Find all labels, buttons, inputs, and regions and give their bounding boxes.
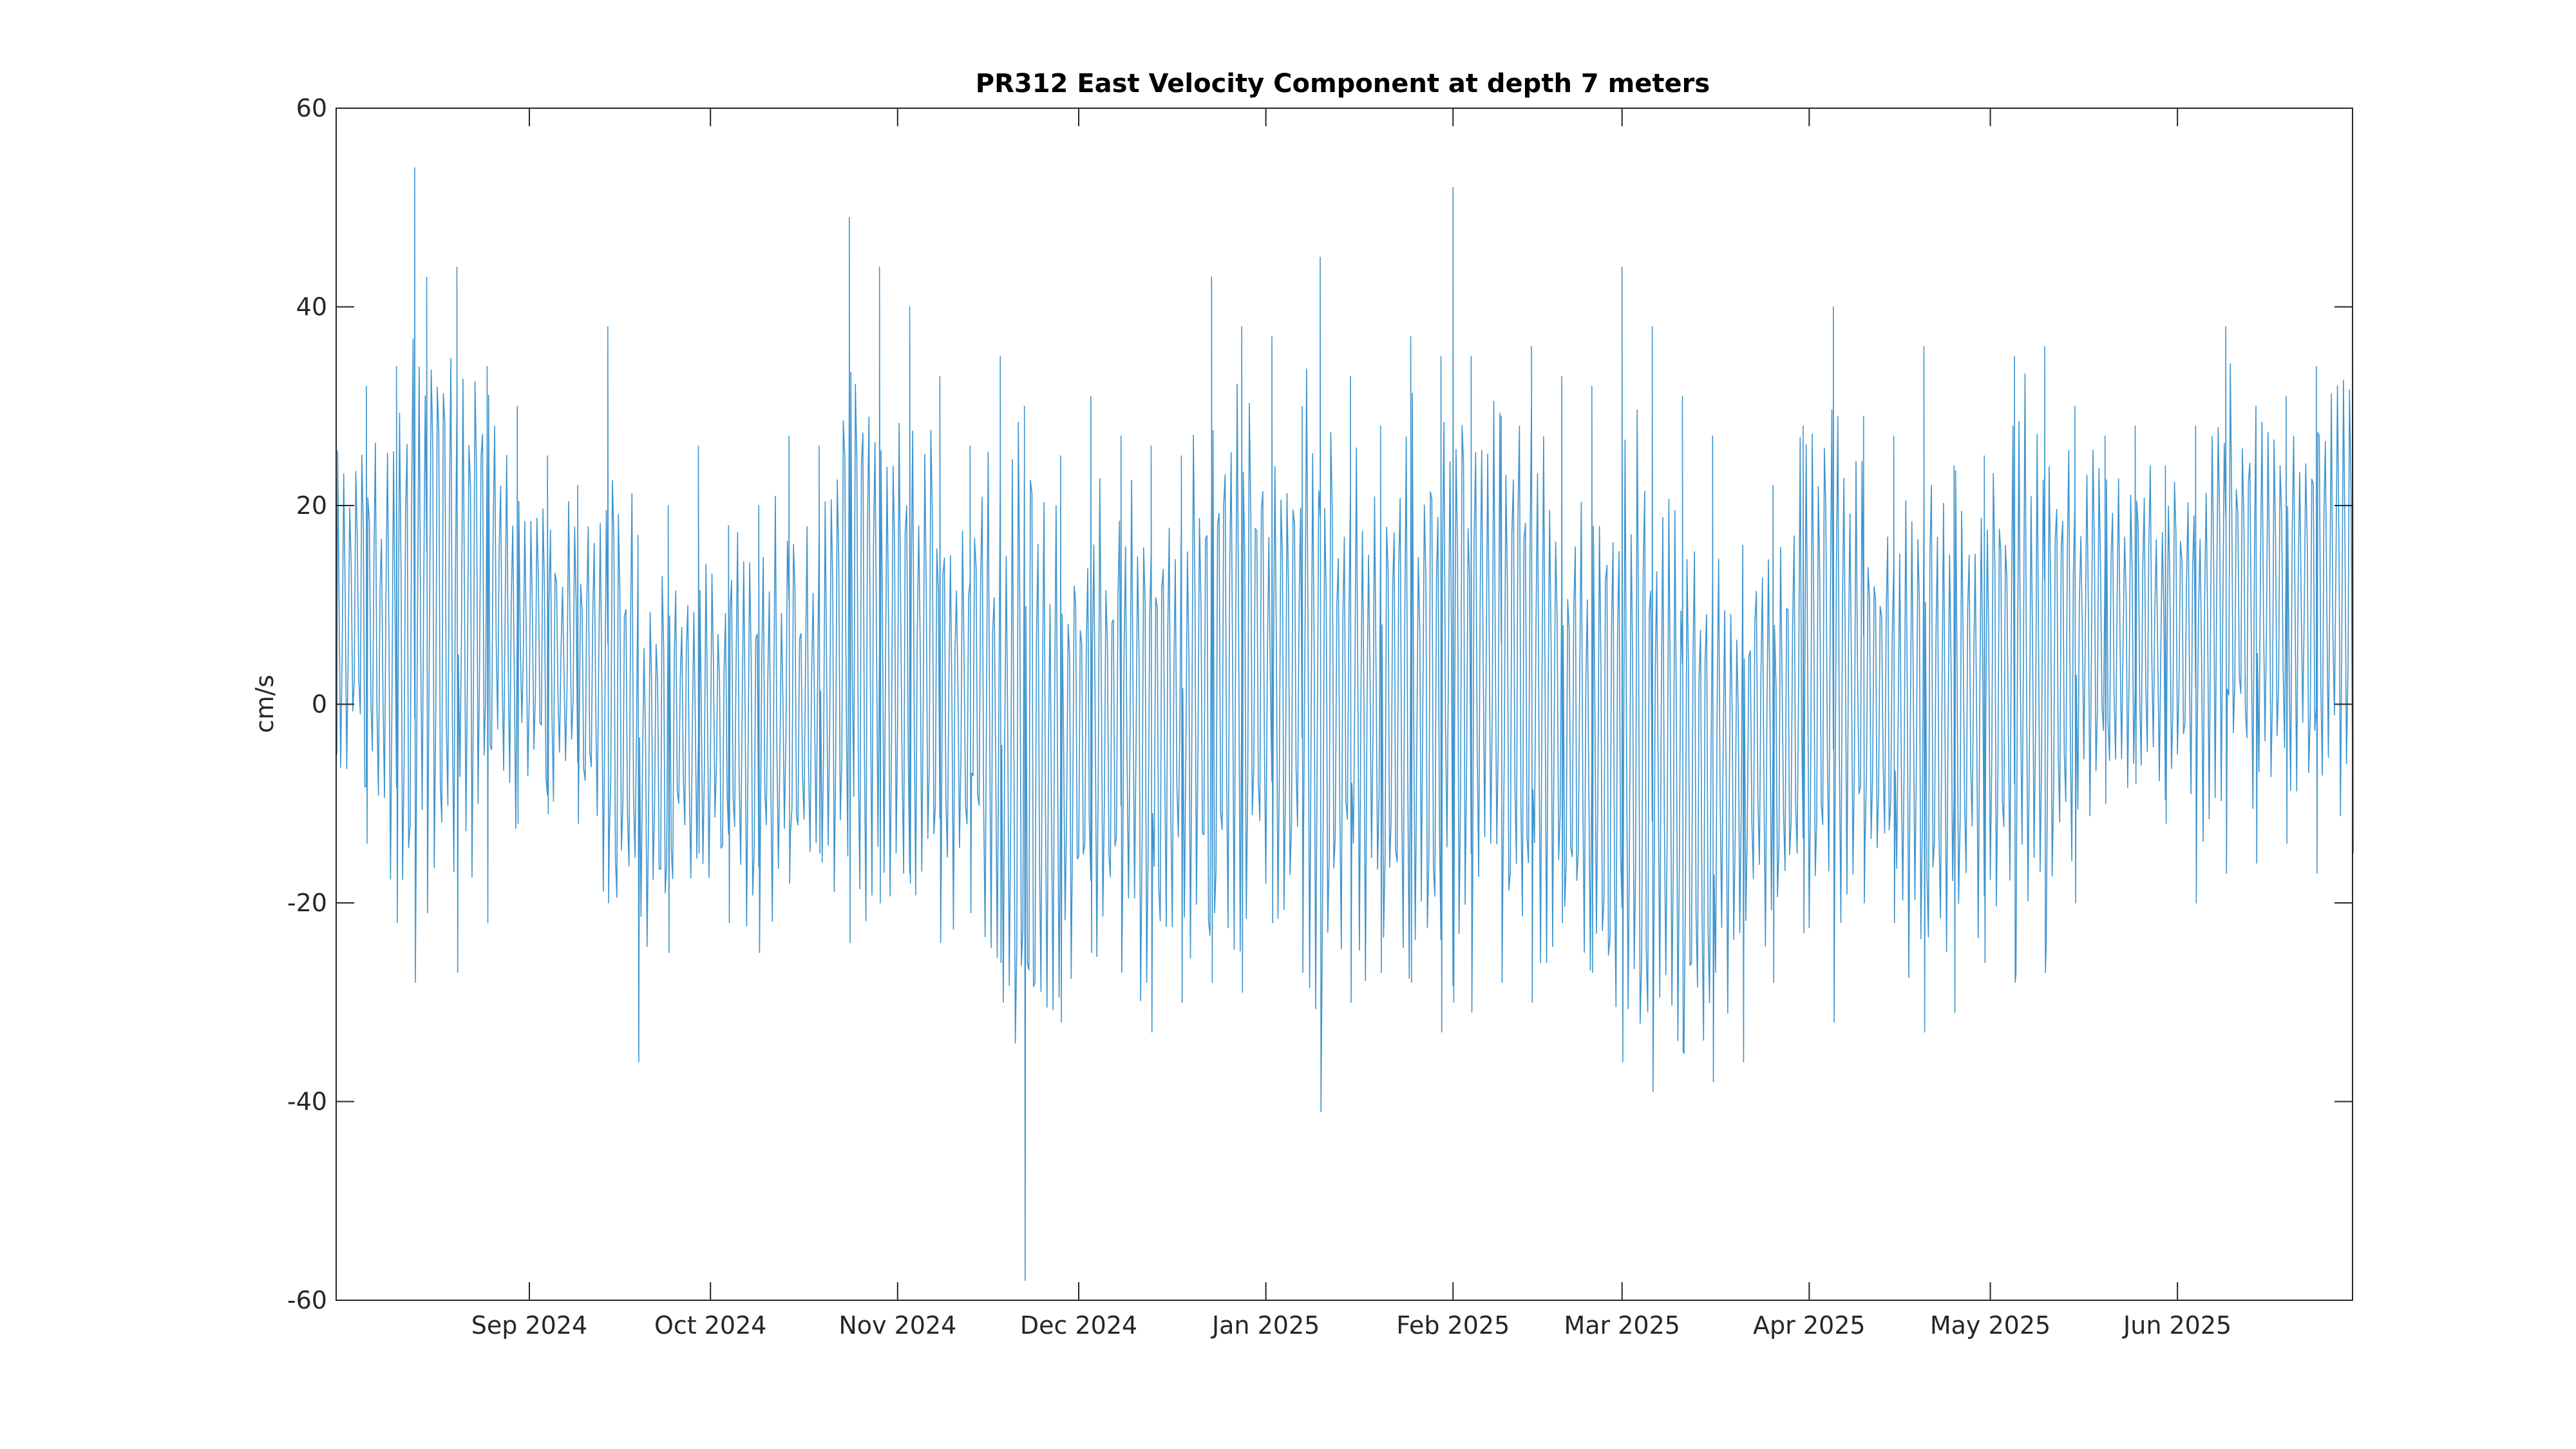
x-tick-label: Jan 2025: [1211, 1311, 1320, 1340]
x-tick-label: Mar 2025: [1564, 1311, 1680, 1340]
x-tick-label: Oct 2024: [654, 1311, 767, 1340]
y-axis-label: cm/s: [251, 675, 279, 734]
series-east-velocity-line: [336, 167, 2354, 1281]
x-tick-label: Feb 2025: [1396, 1311, 1510, 1340]
y-tick-label: 20: [296, 491, 327, 520]
x-axis-ticks: Sep 2024 Oct 2024 Nov 2024 Dec 2024 Jan 2025…: [471, 108, 2231, 1340]
y-tick-label: 40: [296, 293, 327, 321]
x-tick-label: Apr 2025: [1753, 1311, 1866, 1340]
x-tick-label: Jun 2025: [2122, 1311, 2231, 1340]
y-tick-label: -60: [287, 1286, 327, 1314]
x-tick-label: Dec 2024: [1020, 1311, 1137, 1340]
plot-area: [336, 108, 2354, 1301]
plot-background: [336, 108, 2353, 1300]
x-tick-label: Sep 2024: [471, 1311, 587, 1340]
x-tick-label: Nov 2024: [838, 1311, 956, 1340]
y-tick-label: 60: [296, 94, 327, 122]
chart-title: PR312 East Velocity Component at depth 7…: [976, 69, 1710, 99]
y-tick-label: 0: [312, 690, 327, 719]
x-tick-label: May 2025: [1930, 1311, 2050, 1340]
y-tick-label: -40: [287, 1088, 327, 1116]
y-tick-label: -20: [287, 889, 327, 917]
y-axis-ticks: 60 40 20 0 -20 -40 -60: [287, 94, 2353, 1314]
